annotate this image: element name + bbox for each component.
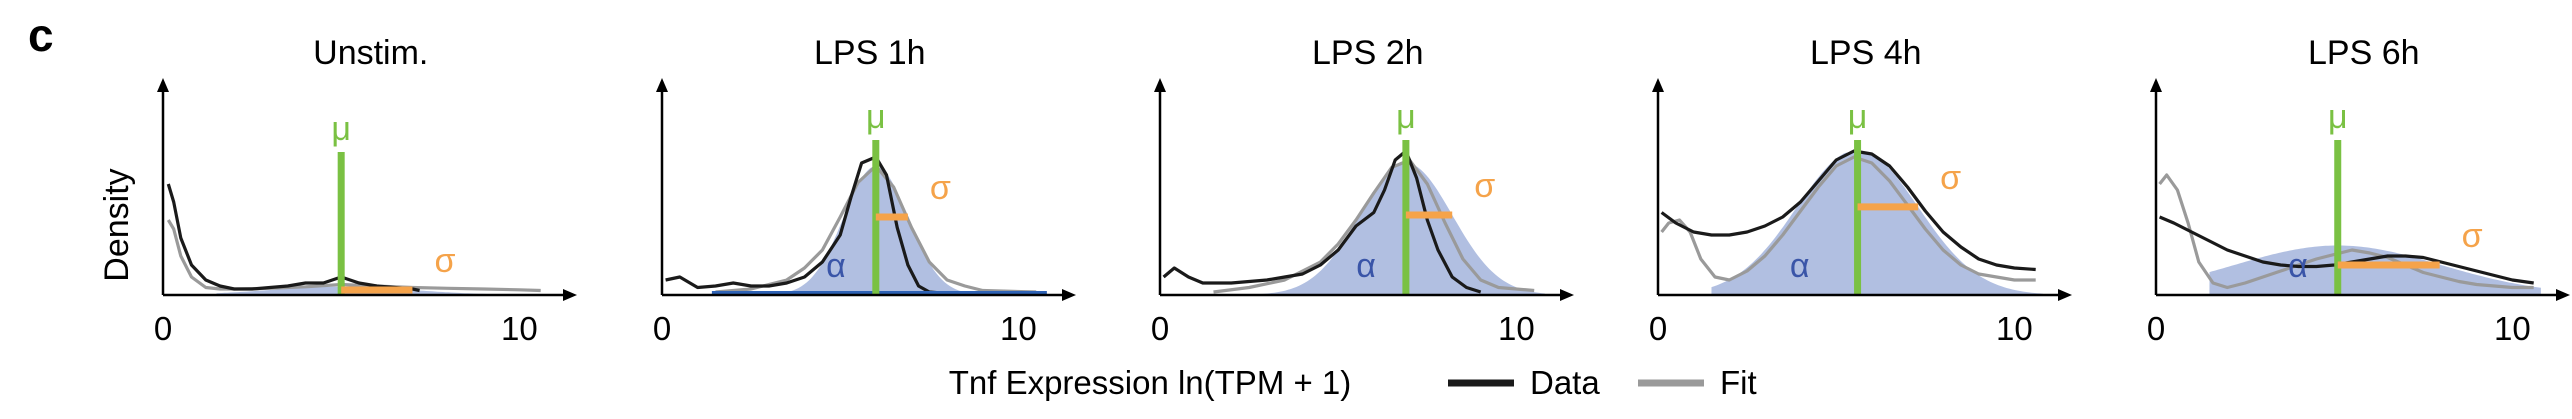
alpha-area bbox=[715, 166, 1047, 295]
y-axis-arrow bbox=[1652, 78, 1664, 92]
panel-title: LPS 2h bbox=[1312, 34, 1424, 72]
mu-label: μ bbox=[1848, 98, 1868, 136]
panel-label: c bbox=[28, 9, 54, 61]
mu-label: μ bbox=[1396, 98, 1416, 136]
panel-2: LPS 1h μ σ α 0 10 bbox=[653, 34, 1076, 347]
x-tick-label: 10 bbox=[1000, 310, 1037, 347]
x-axis-arrow bbox=[2556, 289, 2570, 301]
fit-line bbox=[2158, 173, 2534, 290]
x-axis-arrow bbox=[1560, 289, 1574, 301]
x-tick-label: 0 bbox=[1151, 310, 1169, 347]
panel-1: Unstim. μ σ 0 10 bbox=[154, 34, 577, 347]
x-tick-label: 10 bbox=[2494, 310, 2531, 347]
y-axis-arrow bbox=[2150, 78, 2162, 92]
x-axis-label: Tnf Expression ln(TPM + 1) bbox=[949, 364, 1352, 401]
y-axis-arrow bbox=[157, 78, 169, 92]
mu-label: μ bbox=[2328, 98, 2348, 136]
x-axis-arrow bbox=[2058, 289, 2072, 301]
legend-data-label: Data bbox=[1530, 364, 1600, 401]
panel-title: LPS 6h bbox=[2308, 34, 2420, 72]
panel-title: LPS 4h bbox=[1810, 34, 1922, 72]
data-line bbox=[665, 155, 948, 296]
sigma-label: σ bbox=[1940, 159, 1961, 197]
y-axis-arrow bbox=[656, 78, 668, 92]
x-tick-label: 10 bbox=[1498, 310, 1535, 347]
x-tick-label: 10 bbox=[1996, 310, 2033, 347]
x-tick-label: 0 bbox=[154, 310, 172, 347]
alpha-label: α bbox=[1356, 247, 1376, 285]
y-axis-label: Density bbox=[98, 168, 136, 281]
data-line bbox=[166, 183, 420, 293]
panel-5: LPS 6h μ σ α 0 10 bbox=[2147, 34, 2570, 347]
x-tick-label: 0 bbox=[2147, 310, 2165, 347]
x-tick-label: 0 bbox=[653, 310, 671, 347]
panel-title: Unstim. bbox=[313, 34, 428, 72]
x-axis-arrow bbox=[563, 289, 577, 301]
x-axis-arrow bbox=[1062, 289, 1076, 301]
x-tick-label: 0 bbox=[1649, 310, 1667, 347]
sigma-label: σ bbox=[930, 169, 951, 207]
data-line bbox=[1660, 149, 2036, 272]
alpha-label: α bbox=[826, 247, 846, 285]
mu-label: μ bbox=[866, 98, 886, 136]
alpha-area bbox=[1213, 163, 1545, 295]
alpha-label: α bbox=[1790, 247, 1810, 285]
sigma-label: σ bbox=[434, 242, 455, 280]
legend: Data Fit bbox=[1448, 364, 1757, 401]
panel-3: LPS 2h μ σ α 0 10 bbox=[1151, 34, 1574, 347]
data-line bbox=[1162, 149, 1482, 294]
sigma-label: σ bbox=[1474, 167, 1495, 205]
legend-fit-label: Fit bbox=[1720, 364, 1757, 401]
fit-line bbox=[1660, 155, 2036, 282]
y-axis-arrow bbox=[1154, 78, 1166, 92]
alpha-area bbox=[1711, 152, 2043, 295]
mu-label: μ bbox=[331, 110, 351, 148]
panel-title: LPS 1h bbox=[814, 34, 926, 72]
panel-4: LPS 4h μ σ α 0 10 bbox=[1649, 34, 2072, 347]
alpha-label: α bbox=[2288, 247, 2308, 285]
sigma-label: σ bbox=[2462, 217, 2483, 255]
x-tick-label: 10 bbox=[501, 310, 538, 347]
